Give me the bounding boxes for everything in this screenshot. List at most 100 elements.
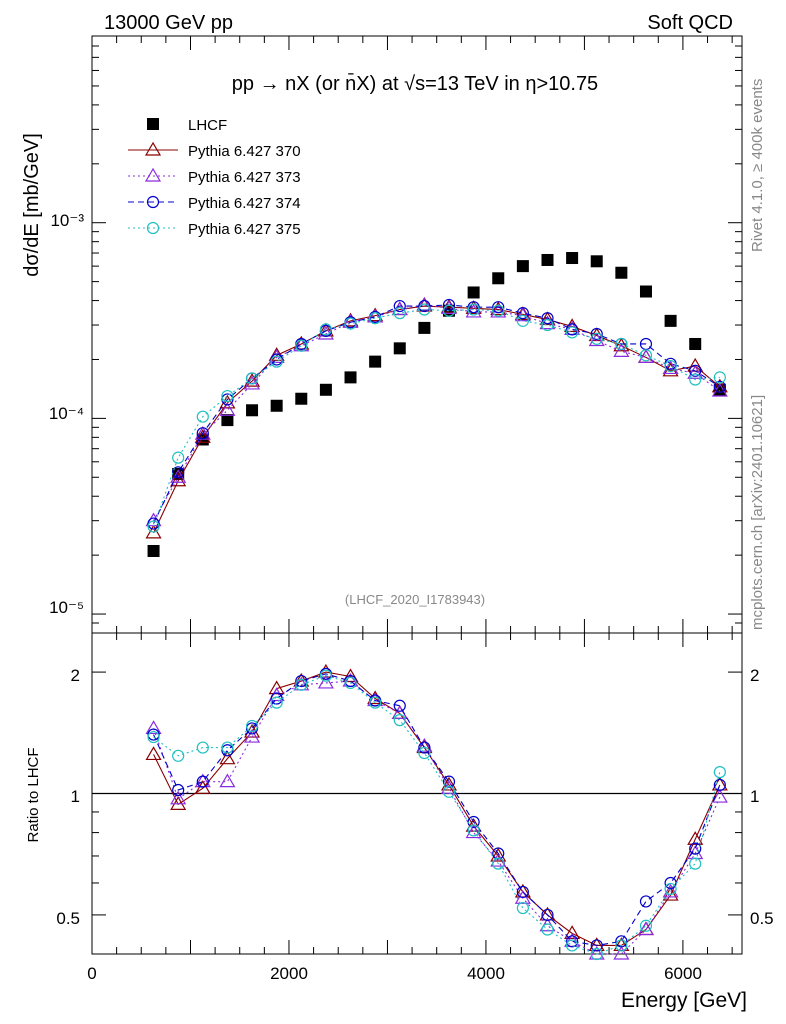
data-point — [245, 372, 259, 385]
y-tick-label-1e-5: 10⁻⁵ — [49, 598, 84, 617]
ratio-point — [145, 746, 162, 761]
data-point — [246, 404, 259, 417]
legend-label-374: Pythia 6.427 374 — [188, 195, 301, 212]
data-point — [689, 373, 702, 386]
data-point — [270, 355, 283, 368]
data-point — [295, 392, 308, 405]
data-point — [541, 318, 554, 332]
data-point — [713, 371, 726, 384]
data-point — [492, 301, 505, 314]
data-point — [588, 332, 605, 347]
data-point — [467, 286, 480, 299]
data-point — [319, 383, 332, 396]
data-point — [172, 466, 185, 479]
ratio-line-3 — [153, 675, 721, 955]
x-tick-label-4000: 4000 — [467, 964, 505, 983]
data-point — [221, 414, 234, 427]
data-point — [319, 323, 333, 336]
ratio-point — [194, 780, 211, 794]
data-point — [270, 399, 283, 412]
x-tick-label-6000: 6000 — [664, 964, 702, 983]
ratio-point — [196, 775, 209, 788]
ratio-point — [492, 847, 505, 860]
y-axis-label-main: dσ/dE [mb/GeV] — [21, 133, 43, 277]
ratio-point — [317, 674, 334, 689]
ratio-line-2 — [153, 673, 721, 947]
series-line-3 — [153, 304, 721, 524]
data-point — [196, 427, 209, 440]
ratio-point — [639, 895, 653, 908]
x-tick-label-2000: 2000 — [270, 964, 308, 983]
data-point — [492, 304, 505, 317]
side-label-rivet: Rivet 4.1.0, ≥ 400k events — [749, 79, 766, 252]
ratio-tick-label-0.5: 0.5 — [56, 909, 80, 928]
data-point — [268, 347, 285, 361]
data-point — [467, 303, 480, 316]
data-point — [369, 355, 382, 368]
data-point — [393, 342, 406, 355]
data-point — [566, 252, 579, 265]
y-tick-label-1e-4: 10⁻⁴ — [49, 404, 84, 423]
data-point — [416, 296, 433, 311]
data-point — [541, 312, 554, 325]
ratio-point — [243, 728, 261, 743]
ratio-point — [270, 696, 283, 709]
ratio-point — [613, 945, 630, 960]
data-point — [221, 393, 234, 406]
chart-marks — [145, 252, 728, 961]
ratio-point — [590, 947, 603, 961]
data-point — [418, 321, 431, 334]
data-point — [516, 260, 529, 273]
ratio-point — [196, 741, 209, 754]
legend-label-lhcf: LHCF — [188, 117, 227, 134]
data-point — [689, 337, 702, 350]
ratio-point — [393, 714, 406, 727]
data-point — [418, 299, 431, 313]
data-point — [590, 327, 603, 341]
ratio-point — [615, 935, 628, 948]
data-point — [711, 382, 728, 397]
ratio-point — [145, 720, 162, 735]
ratio-point — [219, 750, 236, 765]
ratio-point — [465, 824, 482, 839]
data-point — [566, 323, 579, 336]
data-point — [170, 472, 187, 487]
data-point — [393, 307, 406, 320]
data-point — [147, 520, 160, 533]
ratio-point — [147, 730, 160, 744]
data-point — [516, 307, 529, 320]
ratio-point — [516, 901, 529, 915]
legend-marker-4 — [146, 221, 160, 235]
ratio-point — [442, 785, 456, 798]
ratio-tick-label-right-1: 1 — [750, 787, 759, 806]
data-point — [615, 337, 628, 351]
data-point — [442, 298, 456, 312]
ratio-point — [541, 923, 554, 936]
ratio-point — [713, 778, 726, 792]
ratio-point — [541, 908, 554, 922]
ratio-point — [295, 674, 308, 688]
ratio-point — [295, 678, 308, 691]
ratio-point — [268, 680, 285, 695]
data-point — [590, 255, 603, 268]
ratio-point — [170, 790, 187, 805]
ratio-point — [664, 882, 677, 896]
ratio-point — [637, 921, 655, 936]
legend-label-370: Pythia 6.427 370 — [188, 143, 301, 160]
ratio-point — [689, 842, 702, 855]
ratio-point — [416, 738, 433, 752]
series-line-2 — [153, 304, 721, 521]
data-point — [418, 303, 431, 316]
data-point — [295, 339, 308, 352]
legend-label-375: Pythia 6.427 375 — [188, 221, 301, 238]
data-point — [613, 337, 630, 352]
data-point — [713, 383, 726, 396]
data-point — [344, 317, 357, 330]
data-point — [566, 326, 579, 339]
data-point — [615, 266, 628, 279]
data-point — [393, 299, 406, 313]
data-point — [687, 365, 704, 379]
ratio-point — [172, 749, 185, 762]
data-point — [172, 451, 185, 464]
